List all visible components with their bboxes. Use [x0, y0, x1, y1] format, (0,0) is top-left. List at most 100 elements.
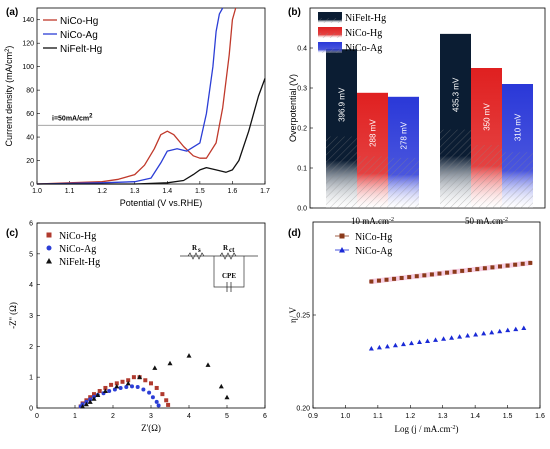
legend-label: NiCo-Hg	[59, 231, 96, 242]
x-tick-label: 1.5	[195, 188, 205, 195]
x-tick-label: 1.5	[503, 413, 513, 420]
legend-swatch	[318, 42, 342, 53]
circuit-label-rct: R	[223, 244, 229, 252]
panel-b: (b) 0.0 0.1 0.2 0.3 0.4 396.9 mV 288 mV 278 mV 10…	[288, 7, 546, 226]
data-point-nifelt-hg	[137, 374, 143, 380]
y-tick-label: 0.2	[297, 126, 307, 133]
y-tick-label: 0.25	[296, 313, 310, 320]
x-tick-label: 1.2	[405, 413, 415, 420]
legend-swatch	[318, 12, 342, 23]
fit-line-highlight	[368, 260, 533, 285]
data-point-nifelt-hg	[87, 399, 93, 404]
data-point-nico-ag	[449, 335, 455, 340]
data-point-nico-hg	[92, 392, 96, 397]
panel-d: (d) 0.9 1.0 1.1 1.2 1.3 1.4 1.5 1.6 0.20 0.25 NiCo-…	[288, 221, 545, 434]
data-point-nico-hg	[490, 265, 495, 270]
data-point-nico-hg	[520, 261, 525, 266]
legend-marker	[46, 258, 52, 264]
data-point-nifelt-hg	[167, 360, 173, 366]
circuit-label-cpe: CPE	[222, 272, 236, 280]
data-point-nico-ag	[521, 325, 527, 331]
bar-data-label: 435.3 mV	[452, 77, 461, 112]
circuit-resistor-rs	[187, 252, 205, 260]
data-point-nico-hg	[460, 268, 465, 273]
bar-hatch	[471, 145, 502, 208]
data-point-nico-hg	[376, 278, 381, 283]
x-tick-label: 1.2	[97, 188, 107, 195]
x-tick-label: 4	[187, 413, 191, 420]
circuit-label-rct-sub: ct	[229, 246, 235, 254]
data-point-nico-hg	[120, 379, 125, 384]
x-axis-label: Log (j / mA.cm-2)	[395, 424, 459, 434]
y-tick-label: 0	[30, 182, 34, 189]
x-tick-label: 1.4	[470, 413, 480, 420]
legend-marker	[46, 232, 52, 238]
legend-label: NiCo-Ag	[59, 244, 96, 255]
data-point-nico-ag	[489, 329, 495, 335]
x-tick-label: 1.6	[535, 413, 545, 420]
data-point-nifelt-hg	[80, 403, 86, 409]
series-line-nico-hg	[36, 7, 237, 185]
data-point-nico-ag	[141, 387, 146, 392]
circuit-parallel-branch	[213, 256, 245, 288]
panel-label-d: (d)	[288, 228, 301, 239]
data-point-nifelt-hg	[218, 383, 224, 389]
y-tick-label: 140	[22, 17, 34, 24]
data-point-nico-hg	[407, 275, 412, 280]
bar-hatch	[326, 136, 357, 208]
data-point-nico-hg	[392, 276, 397, 281]
bar-hatch	[388, 157, 419, 208]
bar-data-label: 278 mV	[400, 121, 409, 149]
data-point-nico-hg	[160, 392, 165, 397]
data-point-nico-ag	[368, 345, 374, 351]
data-point-nico-ag	[417, 339, 423, 345]
legend-swatch-hatch	[318, 33, 342, 38]
y-tick-label: 120	[22, 41, 34, 48]
data-point-nico-hg	[498, 264, 503, 269]
panel-label-c: (c)	[6, 228, 18, 239]
data-point-nico-ag	[433, 337, 439, 342]
data-point-nico-hg	[482, 266, 487, 271]
data-point-nico-ag	[118, 385, 123, 390]
x-axis-label: Potential (V vs.RHE)	[120, 198, 203, 208]
data-point-nico-hg	[149, 381, 153, 386]
y-tick-label: 6	[29, 221, 33, 228]
x-tick-label: 10 mA.cm-2	[351, 216, 394, 226]
data-point-nico-hg	[114, 381, 119, 386]
legend-swatch-hatch	[318, 48, 342, 53]
legend-label: NiCo-Hg	[60, 16, 98, 27]
data-point-nico-ag	[384, 343, 390, 349]
data-point-nico-ag	[457, 334, 463, 339]
y-tick-label: 60	[26, 111, 34, 118]
data-point-nico-hg	[109, 382, 114, 387]
data-point-nico-ag	[112, 387, 117, 392]
x-tick-label: 6	[263, 413, 267, 420]
data-point-nico-hg	[399, 275, 404, 280]
data-point-nico-ag	[150, 395, 155, 400]
data-point-nico-hg	[131, 375, 136, 380]
panel-label-a: (a)	[6, 7, 18, 18]
data-point-nifelt-hg	[83, 401, 89, 407]
x-tick-label: 5	[225, 413, 229, 420]
x-tick-label: 1.3	[130, 188, 140, 195]
data-point-nico-ag	[505, 327, 511, 333]
y-axis-label: Overpotential (V)	[288, 74, 298, 142]
legend-swatch	[318, 27, 342, 38]
x-tick-label: 1.3	[438, 413, 448, 420]
bar-hatch	[357, 156, 388, 208]
data-point-nifelt-hg	[224, 394, 230, 400]
y-tick-label: 3	[29, 313, 33, 320]
y-tick-label: 40	[26, 135, 34, 142]
data-point-nico-hg	[414, 274, 419, 279]
data-point-nico-hg	[475, 267, 480, 272]
x-tick-label: 0.9	[308, 413, 318, 420]
data-point-nico-hg	[126, 378, 131, 383]
data-point-nico-ag	[497, 328, 503, 334]
y-tick-label: 0.20	[296, 406, 310, 413]
data-point-nico-ag	[400, 341, 406, 347]
data-point-nico-hg	[513, 262, 518, 267]
data-point-nifelt-hg	[186, 353, 192, 358]
data-point-nico-hg	[528, 260, 533, 265]
data-point-nico-ag	[392, 342, 398, 348]
data-point-nico-hg	[97, 389, 102, 394]
